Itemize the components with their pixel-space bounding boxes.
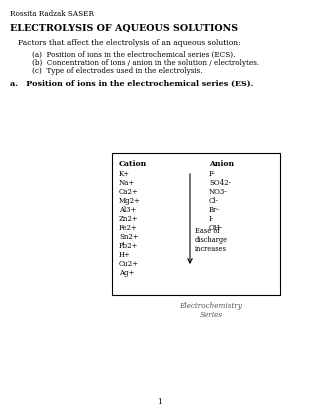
Text: Electrochemistry
Series: Electrochemistry Series	[180, 301, 243, 318]
Text: Ca2+: Ca2+	[119, 188, 139, 195]
Text: Ag+: Ag+	[119, 268, 134, 276]
Text: (b)  Concentration of ions / anion in the solution / electrolytes.: (b) Concentration of ions / anion in the…	[32, 59, 259, 67]
Text: Pb2+: Pb2+	[119, 242, 138, 249]
Text: a.   Position of ions in the electrochemical series (ES).: a. Position of ions in the electrochemic…	[10, 80, 253, 88]
Text: OH-: OH-	[209, 223, 223, 231]
Text: F-: F-	[209, 170, 216, 178]
Text: Cation: Cation	[119, 159, 147, 168]
Text: Cl-: Cl-	[209, 197, 219, 204]
Text: 1: 1	[157, 397, 163, 405]
Text: Ease of
discharge
increases: Ease of discharge increases	[195, 226, 228, 253]
Text: (c)  Type of electrodes used in the electrolysis.: (c) Type of electrodes used in the elect…	[32, 67, 203, 75]
Text: Na+: Na+	[119, 178, 135, 187]
Text: NO3-: NO3-	[209, 188, 228, 195]
Text: Sn2+: Sn2+	[119, 233, 139, 240]
Text: Zn2+: Zn2+	[119, 214, 139, 223]
Bar	[112, 154, 280, 295]
Text: I-: I-	[209, 214, 214, 223]
Text: K+: K+	[119, 170, 130, 178]
Text: Factors that affect the electrolysis of an aqueous solution:: Factors that affect the electrolysis of …	[18, 39, 241, 47]
Text: (a)  Position of ions in the electrochemical series (ECS).: (a) Position of ions in the electrochemi…	[32, 51, 236, 59]
Text: H+: H+	[119, 250, 131, 259]
Text: Al3+: Al3+	[119, 206, 136, 214]
Text: SO42-: SO42-	[209, 178, 231, 187]
Text: Cu2+: Cu2+	[119, 259, 139, 267]
Text: Fe2+: Fe2+	[119, 223, 138, 231]
Text: Rossita Radzak SASER: Rossita Radzak SASER	[10, 10, 94, 18]
Text: Mg2+: Mg2+	[119, 197, 141, 204]
Text: Br-: Br-	[209, 206, 220, 214]
Text: ELECTROLYSIS OF AQUEOUS SOLUTIONS: ELECTROLYSIS OF AQUEOUS SOLUTIONS	[10, 24, 238, 33]
Text: Anion: Anion	[209, 159, 234, 168]
